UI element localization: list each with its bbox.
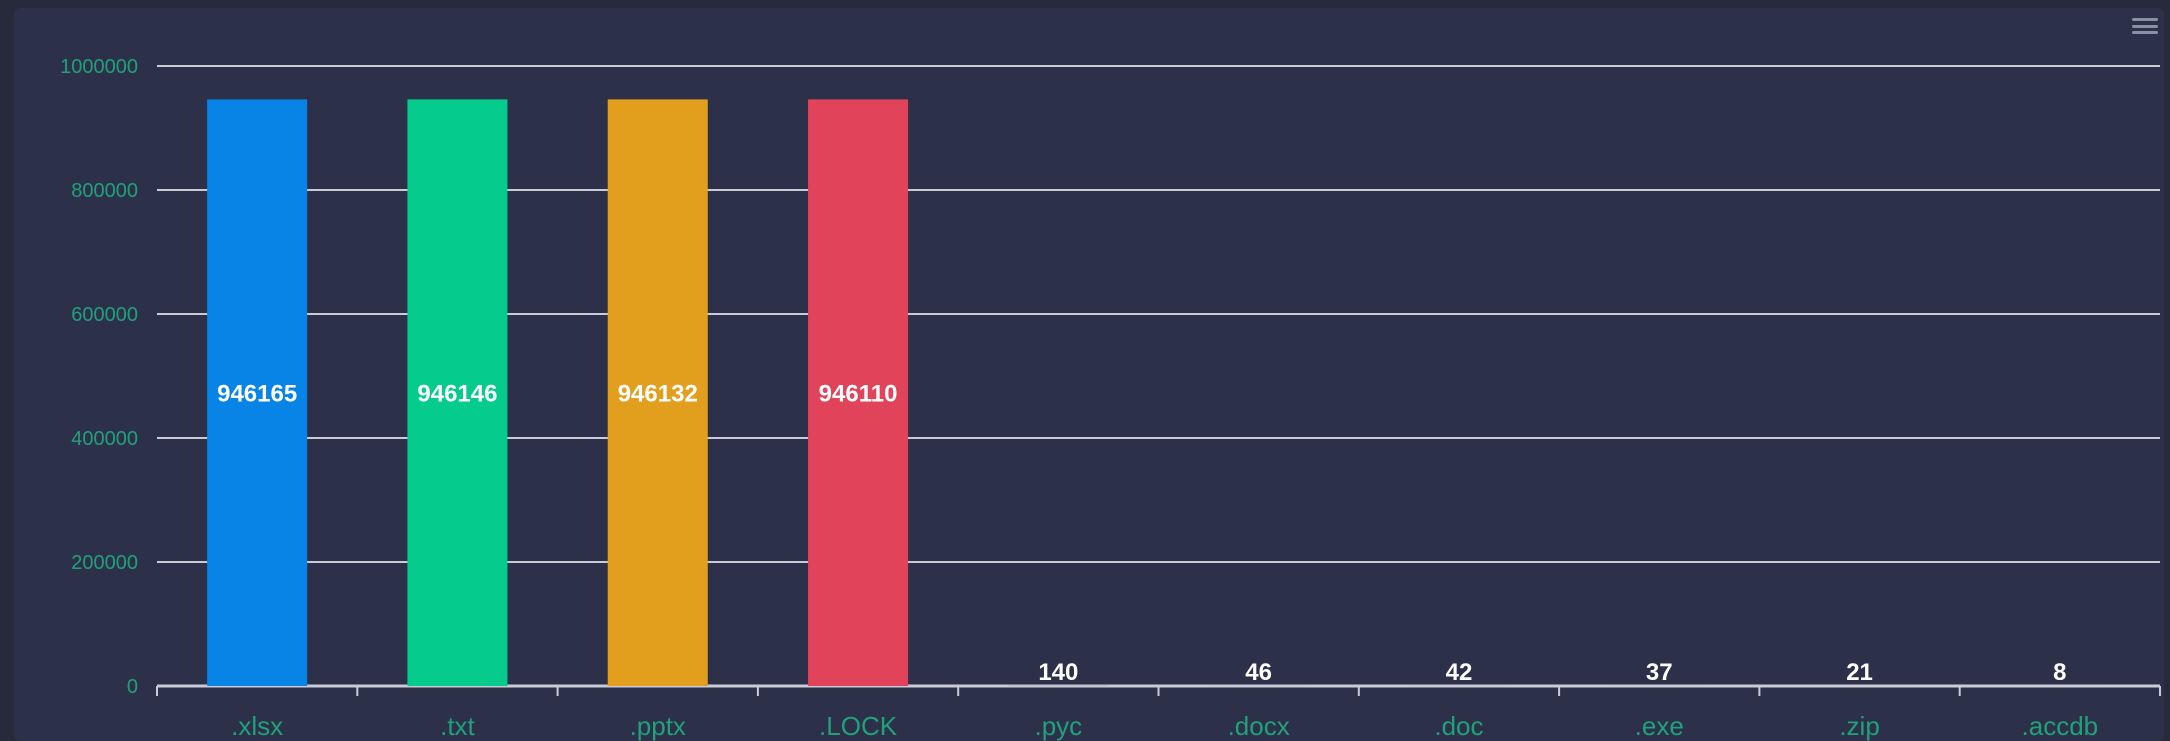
- data-label: 42: [1446, 659, 1473, 686]
- data-label: 140: [1038, 659, 1078, 686]
- data-label: 21: [1846, 659, 1873, 686]
- data-label: 37: [1646, 659, 1673, 686]
- bar: [607, 99, 708, 686]
- y-tick-label: 600000: [71, 304, 138, 326]
- data-label: 946110: [819, 381, 898, 408]
- x-tick-label: .exe: [1635, 711, 1684, 741]
- y-tick-label: 0: [127, 676, 138, 698]
- data-label: 946132: [618, 381, 698, 408]
- data-label: 8: [2053, 659, 2066, 686]
- x-tick-label: .docx: [1228, 711, 1290, 741]
- data-label: 946146: [417, 381, 497, 408]
- data-label: 946165: [217, 381, 297, 408]
- y-tick-label: 200000: [71, 552, 138, 574]
- y-tick-label: 800000: [71, 180, 138, 202]
- bar: [207, 99, 308, 687]
- chart-panel: [14, 8, 2164, 741]
- x-tick-label: .LOCK: [819, 711, 898, 741]
- bar: [808, 99, 909, 686]
- x-tick-label: .txt: [440, 711, 475, 741]
- x-tick-label: .accdb: [2022, 711, 2099, 741]
- x-tick-label: .pptx: [630, 711, 686, 741]
- hamburger-menu-icon[interactable]: [2128, 12, 2162, 40]
- data-label: 46: [1245, 659, 1272, 686]
- x-tick-label: .doc: [1434, 711, 1483, 741]
- y-tick-label: 400000: [71, 428, 138, 450]
- x-tick-label: .zip: [1839, 711, 1879, 741]
- x-tick-label: .pyc: [1035, 711, 1083, 741]
- x-tick-label: .xlsx: [231, 711, 283, 741]
- y-tick-label: 1000000: [60, 56, 138, 78]
- bar: [407, 99, 508, 687]
